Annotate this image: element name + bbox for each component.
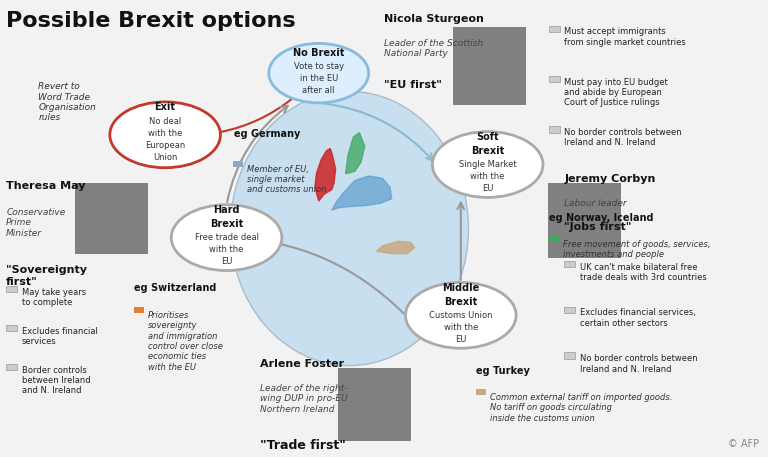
Text: with the: with the <box>210 245 243 254</box>
Bar <box>549 26 560 32</box>
Circle shape <box>110 102 220 168</box>
Bar <box>6 325 17 331</box>
Text: Member of EU,
single market
and customs union: Member of EU, single market and customs … <box>247 165 326 194</box>
FancyBboxPatch shape <box>338 368 411 441</box>
Text: Revert to
Word Trade
Organisation
rules: Revert to Word Trade Organisation rules <box>38 82 96 122</box>
Text: Possible Brexit options: Possible Brexit options <box>6 11 296 32</box>
Text: Must accept immigrants
from single market countries: Must accept immigrants from single marke… <box>564 27 687 47</box>
Text: Prioritises
sovereignty
and immigration
control over close
economic ties
with th: Prioritises sovereignty and immigration … <box>148 311 223 372</box>
Text: Soft: Soft <box>476 132 499 142</box>
Text: Brexit: Brexit <box>471 146 505 156</box>
Text: with the: with the <box>444 323 478 332</box>
Text: Hard: Hard <box>214 205 240 215</box>
Text: Conservative
Prime
Minister: Conservative Prime Minister <box>6 208 65 238</box>
Text: No border controls between
Ireland and N. Ireland: No border controls between Ireland and N… <box>580 354 697 373</box>
Bar <box>564 352 575 359</box>
Text: European: European <box>145 141 185 150</box>
Text: EU: EU <box>221 257 232 266</box>
Text: May take years
to complete: May take years to complete <box>22 288 85 307</box>
Bar <box>549 126 560 133</box>
Text: Arlene Foster: Arlene Foster <box>260 359 344 369</box>
Text: Vote to stay: Vote to stay <box>293 62 344 71</box>
Text: Single Market: Single Market <box>458 160 517 169</box>
Text: Brexit: Brexit <box>444 297 478 307</box>
Circle shape <box>432 132 543 197</box>
Bar <box>476 389 486 395</box>
Text: Excludes financial
services: Excludes financial services <box>22 327 98 346</box>
Circle shape <box>269 43 369 103</box>
Text: Union: Union <box>153 153 177 162</box>
Bar <box>549 76 560 82</box>
FancyBboxPatch shape <box>75 183 148 254</box>
Polygon shape <box>332 176 392 210</box>
Bar <box>549 236 559 242</box>
Text: in the EU: in the EU <box>300 74 338 83</box>
Bar <box>134 307 144 313</box>
Circle shape <box>406 282 516 348</box>
Text: Nicola Sturgeon: Nicola Sturgeon <box>384 14 484 24</box>
Text: Customs Union: Customs Union <box>429 311 492 320</box>
Text: © AFP: © AFP <box>727 439 759 449</box>
Text: Exit: Exit <box>154 102 176 112</box>
Text: Free movement of goods, services,
investments and people: Free movement of goods, services, invest… <box>563 240 710 259</box>
Text: Excludes financial services,
certain other sectors: Excludes financial services, certain oth… <box>580 308 696 328</box>
Text: eg Norway, Iceland: eg Norway, Iceland <box>549 213 654 223</box>
Bar <box>564 261 575 267</box>
Text: EU: EU <box>482 184 493 193</box>
Text: Must pay into EU budget
and abide by European
Court of Justice rulings: Must pay into EU budget and abide by Eur… <box>564 78 668 107</box>
Text: "Trade first": "Trade first" <box>260 439 346 452</box>
Circle shape <box>171 205 282 271</box>
Text: Free trade deal: Free trade deal <box>194 233 259 242</box>
Polygon shape <box>376 241 415 254</box>
Text: "Sovereignty
first": "Sovereignty first" <box>6 265 87 287</box>
Text: "Jobs first": "Jobs first" <box>564 222 632 232</box>
Text: Middle: Middle <box>442 283 479 293</box>
Bar <box>564 307 575 313</box>
Text: Leader of the right-
wing DUP in pro-EU
Northern Ireland: Leader of the right- wing DUP in pro-EU … <box>260 384 347 414</box>
Text: eg Switzerland: eg Switzerland <box>134 283 217 293</box>
Bar <box>233 161 243 167</box>
Polygon shape <box>315 149 336 201</box>
Text: after all: after all <box>303 86 335 95</box>
Text: with the: with the <box>471 172 505 181</box>
Text: Labour leader: Labour leader <box>564 199 627 208</box>
Text: EU: EU <box>455 335 466 344</box>
Text: No deal: No deal <box>149 117 181 126</box>
Text: eg Germany: eg Germany <box>234 129 300 139</box>
Text: Border controls
between Ireland
and N. Ireland: Border controls between Ireland and N. I… <box>22 366 90 395</box>
Text: Theresa May: Theresa May <box>6 181 86 191</box>
Bar <box>6 286 17 292</box>
FancyBboxPatch shape <box>453 27 526 105</box>
Text: No Brexit: No Brexit <box>293 48 344 58</box>
Text: "EU first": "EU first" <box>384 80 442 90</box>
Text: No border controls between
Ireland and N. Ireland: No border controls between Ireland and N… <box>564 128 682 147</box>
Ellipse shape <box>230 91 468 366</box>
Text: Brexit: Brexit <box>210 219 243 229</box>
Polygon shape <box>346 133 365 174</box>
Text: Leader of the Scottish
National Party: Leader of the Scottish National Party <box>384 39 483 58</box>
Text: eg Turkey: eg Turkey <box>476 366 530 376</box>
Text: Jeremy Corbyn: Jeremy Corbyn <box>564 174 656 184</box>
Text: with the: with the <box>148 129 182 138</box>
Text: Common external tariff on imported goods.
No tariff on goods circulating
inside : Common external tariff on imported goods… <box>490 393 672 423</box>
Text: UK can't make bilateral free
trade deals with 3rd countries: UK can't make bilateral free trade deals… <box>580 263 707 282</box>
Bar <box>6 364 17 370</box>
FancyBboxPatch shape <box>548 183 621 258</box>
